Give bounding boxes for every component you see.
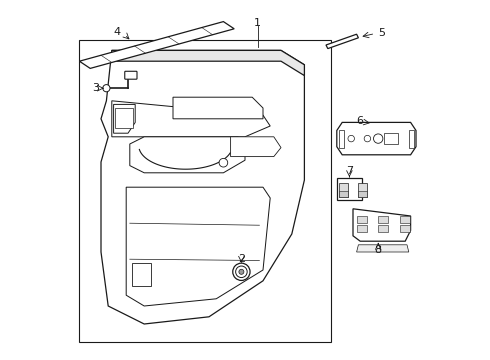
Bar (339, 191, 348, 197)
Text: 1: 1 (254, 18, 261, 28)
Text: 6: 6 (357, 116, 364, 126)
Circle shape (364, 135, 370, 142)
Text: 5: 5 (378, 28, 385, 39)
Polygon shape (112, 50, 304, 76)
Polygon shape (130, 137, 245, 173)
Polygon shape (337, 122, 416, 155)
Polygon shape (101, 50, 304, 324)
Circle shape (348, 135, 354, 142)
Bar (358, 183, 367, 197)
Polygon shape (231, 137, 281, 157)
Bar (339, 130, 344, 148)
Bar (378, 216, 388, 223)
Polygon shape (112, 101, 270, 137)
Circle shape (219, 158, 228, 167)
Bar (339, 183, 348, 197)
Bar (132, 263, 151, 286)
Polygon shape (79, 22, 234, 68)
Circle shape (373, 134, 383, 143)
Circle shape (233, 263, 250, 280)
Bar (357, 225, 367, 232)
Text: 4: 4 (114, 27, 121, 37)
Text: 8: 8 (375, 245, 382, 255)
Text: 3: 3 (92, 83, 99, 93)
Polygon shape (337, 178, 366, 200)
Bar (115, 108, 133, 128)
Bar (79, 40, 331, 342)
Polygon shape (126, 187, 270, 306)
Bar (384, 133, 398, 144)
Bar (357, 216, 367, 223)
Circle shape (236, 266, 247, 278)
Polygon shape (353, 209, 411, 241)
Polygon shape (357, 245, 409, 252)
Bar (409, 130, 414, 148)
Circle shape (239, 269, 244, 274)
Bar (400, 225, 410, 232)
Polygon shape (114, 104, 135, 133)
Text: 2: 2 (238, 254, 245, 264)
Bar (358, 191, 367, 197)
FancyBboxPatch shape (125, 71, 137, 79)
Polygon shape (173, 97, 263, 119)
Bar (400, 216, 410, 223)
Bar (378, 225, 388, 232)
Circle shape (103, 85, 110, 92)
Polygon shape (326, 34, 358, 49)
Text: 7: 7 (346, 166, 353, 176)
